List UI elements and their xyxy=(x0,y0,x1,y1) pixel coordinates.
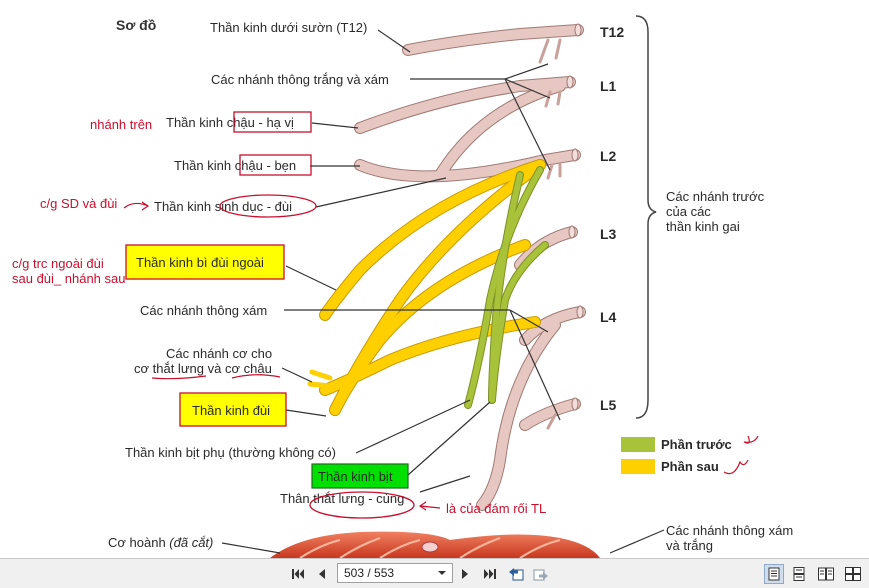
legend-check-mark-2 xyxy=(723,459,749,475)
next-page-icon xyxy=(462,569,468,579)
level-label-t12: T12 xyxy=(600,24,624,40)
label-anterior-rami-3: thần kinh gai xyxy=(666,219,740,234)
facing-pages-icon xyxy=(818,567,834,581)
annotation-arrow-genitofemoral xyxy=(123,201,150,211)
level-label-l5: L5 xyxy=(600,397,617,413)
viewer-toolbar: 503 / 553 xyxy=(0,558,869,588)
continuous-facing-view-button[interactable] xyxy=(843,564,863,584)
next-page-button[interactable] xyxy=(455,564,475,584)
facing-view-button[interactable] xyxy=(816,564,836,584)
label-anterior-rami-2: của các xyxy=(666,204,711,219)
go-forward-view-icon xyxy=(533,569,548,581)
legend-swatch-posterior xyxy=(621,459,655,474)
label-gray-white-rami-2: và trắng xyxy=(666,538,713,553)
level-label-l2: L2 xyxy=(600,148,617,164)
legend-label-posterior: Phần sau xyxy=(661,459,719,474)
iliohypogastric-highlight-box xyxy=(233,111,312,133)
go-forward-view-button[interactable] xyxy=(531,564,551,584)
legend: Phần trước Phần sau xyxy=(621,435,759,475)
label-iliohypogastric: Thần kinh chậu - hạ vị xyxy=(166,115,294,130)
iliacus-underline-mark xyxy=(231,374,281,379)
continuous-page-icon xyxy=(793,567,805,581)
label-subcostal-nerve: Thần kinh dưới sườn (T12) xyxy=(210,20,367,35)
annotation-genitofemoral-note: c/g SD và đùi xyxy=(40,196,117,211)
ilioinguinal-highlight-box xyxy=(239,154,312,176)
label-rami-communicantes: Các nhánh thông trắng và xám xyxy=(211,72,389,87)
label-femoral-nerve: Thần kinh đùi xyxy=(192,403,270,418)
lumbosacral-highlight-oval xyxy=(309,491,415,519)
annotation-lumbosacral-note: là của đám rối TL xyxy=(446,501,546,516)
obturator-nerve-highlight xyxy=(311,463,409,489)
continuous-view-button[interactable] xyxy=(789,564,809,584)
anatomy-figure: Sơ đồ Thần kinh dưới sườn (T12) Các nhán… xyxy=(12,15,793,558)
last-page-icon xyxy=(484,569,496,579)
single-page-icon xyxy=(768,567,780,581)
diaphragm-muscle xyxy=(270,531,600,558)
label-muscular-branches-2: cơ thắt lưng và cơ chậu xyxy=(134,361,272,376)
page-number-display: 503 / 553 xyxy=(344,566,395,580)
label-accessory-obturator: Thần kinh bịt phụ (thường không có) xyxy=(125,445,336,460)
go-back-view-button[interactable] xyxy=(506,564,526,584)
previous-page-icon xyxy=(319,569,325,579)
genitofemoral-highlight-oval xyxy=(219,194,317,218)
label-gray-rami: Các nhánh thông xám xyxy=(140,303,267,318)
anterior-division-nerves xyxy=(464,166,549,409)
page-number-select[interactable]: 503 / 553 xyxy=(337,563,453,583)
go-back-view-icon xyxy=(509,568,524,581)
lateral-femoral-cutaneous-highlight xyxy=(125,244,285,280)
chevron-down-icon xyxy=(438,571,446,575)
femoral-nerve-highlight xyxy=(179,392,287,427)
continuous-facing-icon xyxy=(845,567,861,581)
single-page-view-button[interactable] xyxy=(764,564,784,584)
legend-check-mark-1 xyxy=(743,435,759,444)
label-diaphragm: Cơ hoành (đã cắt) xyxy=(108,535,213,550)
annotation-arrow-lumbosacral xyxy=(418,501,441,511)
label-lateral-femoral-cutaneous: Thần kinh bì đùi ngoài xyxy=(136,255,264,270)
level-label-l1: L1 xyxy=(600,78,617,94)
legend-swatch-anterior xyxy=(621,437,655,452)
leader-lines xyxy=(221,29,665,554)
first-page-button[interactable] xyxy=(288,564,308,584)
label-obturator-nerve: Thần kinh bịt xyxy=(318,469,393,484)
muscular-underline-mark xyxy=(151,375,207,380)
label-ilioinguinal: Thần kinh chậu - bẹn xyxy=(174,158,296,173)
posterior-division-nerves xyxy=(307,159,546,416)
label-genitofemoral: Thần kinh sinh dục - đùi xyxy=(154,199,292,214)
levels-bracket xyxy=(635,15,657,419)
last-page-button[interactable] xyxy=(480,564,500,584)
previous-page-button[interactable] xyxy=(312,564,332,584)
label-gray-white-rami-1: Các nhánh thông xám xyxy=(666,523,793,538)
annotation-upper-branch: nhánh trên xyxy=(90,117,152,132)
legend-label-anterior: Phần trước xyxy=(661,437,732,452)
level-label-l4: L4 xyxy=(600,309,617,325)
level-label-l3: L3 xyxy=(600,226,617,242)
label-muscular-branches-1: Các nhánh cơ cho xyxy=(166,346,272,361)
annotation-lateral-note-2: sau đùi_ nhánh sau xyxy=(12,271,125,286)
label-anterior-rami-1: Các nhánh trước xyxy=(666,189,765,204)
figure-title: Sơ đồ xyxy=(116,17,156,33)
first-page-icon xyxy=(292,569,304,579)
annotation-lateral-note-1: c/g trc ngoài đùi xyxy=(12,256,104,271)
